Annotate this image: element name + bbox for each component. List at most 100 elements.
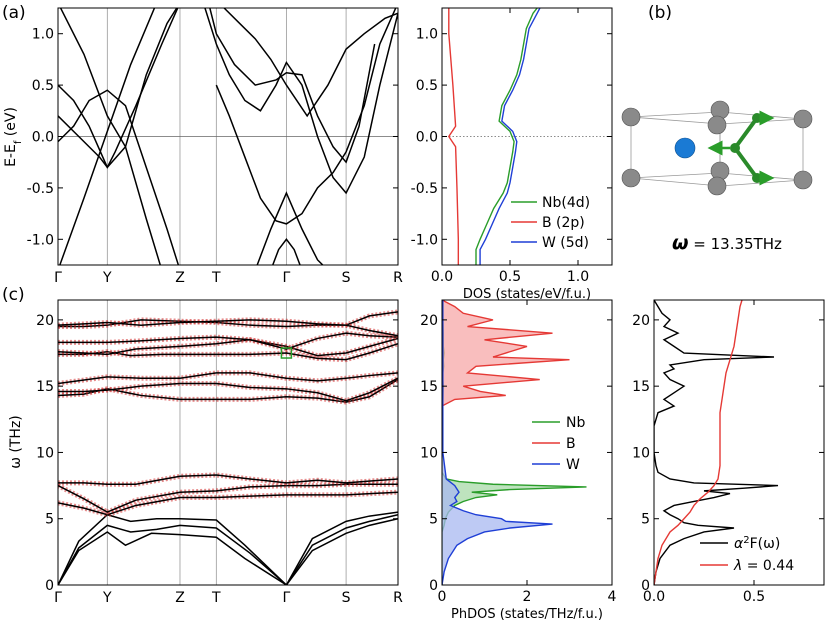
dos-lines xyxy=(447,8,541,265)
y-axis-label: E-Ef (eV) xyxy=(3,107,24,167)
x-tick-label: 0.5 xyxy=(499,269,521,285)
y-tick-label: 0 xyxy=(45,578,54,594)
band-line xyxy=(58,491,398,516)
phonon-dos-chart: 0 2 4 0 5 10 15 20 PhDOS (states/THz/f.u.) Nb BW xyxy=(420,299,617,622)
y-axis-label-sub: f xyxy=(13,140,24,144)
y-tick-label: 0.5 xyxy=(32,78,54,94)
k-point-label: T xyxy=(211,590,221,606)
dos-line xyxy=(475,8,538,265)
panel-label-a: (a) xyxy=(2,3,26,23)
a2f-line xyxy=(654,300,743,585)
legend-label: B (2p) xyxy=(542,215,585,231)
k-point-label: Γ xyxy=(282,590,290,606)
y-tick-label: 10 xyxy=(632,445,650,461)
k-point-label: Γ xyxy=(282,270,290,286)
k-point-label: R xyxy=(393,270,403,286)
band-line xyxy=(58,474,398,486)
x-tick-label: 1.0 xyxy=(567,269,589,285)
y-tick-label: -0.5 xyxy=(27,181,54,197)
y-tick-label: 0 xyxy=(429,578,438,594)
y-tick-label: 1.0 xyxy=(416,27,438,43)
legend-label-main: λ xyxy=(733,558,742,574)
y-axis-label-main: E-E xyxy=(3,144,19,167)
k-point-label: Z xyxy=(175,270,185,286)
gamma-mode-highlight xyxy=(280,347,293,359)
band-line xyxy=(271,238,301,265)
crystal-structure: ω = 13.35THz xyxy=(621,100,813,254)
x-tick-label: 0.0 xyxy=(431,269,453,285)
band-line xyxy=(58,378,398,403)
x-tick-label: 2 xyxy=(523,589,532,605)
y-tick-label: -1.0 xyxy=(27,232,54,248)
band-weight xyxy=(58,330,398,352)
x-axis-label: PhDOS (states/THz/f.u.) xyxy=(451,607,603,622)
x-tick-label: 4 xyxy=(608,589,617,605)
y-tick-label: 0.5 xyxy=(416,78,438,94)
band-line xyxy=(209,8,376,164)
band-line xyxy=(58,8,179,169)
band-line xyxy=(59,8,156,265)
y-tick-label: 0.0 xyxy=(416,130,438,146)
y-tick-label: 15 xyxy=(420,379,438,395)
x-tick-label: 0.0 xyxy=(643,589,665,605)
y-tick-label: 1.0 xyxy=(32,27,54,43)
band-lines xyxy=(58,309,398,585)
band-line xyxy=(256,191,324,265)
legend-label: W (5d) xyxy=(542,235,589,251)
k-point-label: Z xyxy=(175,590,185,606)
nb-atom xyxy=(621,107,641,127)
x-axis-label: DOS (states/eV/f.u.) xyxy=(463,287,591,302)
y-tick-label: 0 xyxy=(641,578,650,594)
y-tick-label: 10 xyxy=(420,445,438,461)
band-line xyxy=(58,89,180,265)
y-tick-label: -0.5 xyxy=(411,181,438,197)
band-line xyxy=(59,8,162,265)
legend-label: α2F(ω) xyxy=(734,535,780,553)
panel-label-c: (c) xyxy=(2,285,25,305)
eliashberg-chart: 0.0 0.5 0 5 10 15 20 α2F(ω) λ = 0.44 xyxy=(632,299,825,605)
legend-label: Nb xyxy=(566,415,585,431)
phonon-dispersion-chart: Γ Y Z T Γ S R 0 5 10 15 20 ω (THz) xyxy=(8,299,403,606)
legend-label-sup: 2 xyxy=(743,535,749,546)
band-line xyxy=(58,332,398,350)
band-line xyxy=(222,8,398,118)
band-line xyxy=(204,8,398,195)
band-line xyxy=(58,517,398,585)
y-tick-label: 5 xyxy=(45,512,54,528)
a2f-line xyxy=(654,300,779,585)
k-point-label: S xyxy=(342,590,351,606)
legend-label: λ = 0.44 xyxy=(733,558,794,574)
band-line xyxy=(58,343,398,361)
b-atom xyxy=(752,173,762,183)
k-point-label: Γ xyxy=(54,270,62,286)
phdos-areas xyxy=(442,300,587,585)
omega-label: ω = 13.35THz xyxy=(672,232,782,254)
nb-atom xyxy=(621,168,641,188)
band-line xyxy=(215,8,397,225)
phonon-arrows xyxy=(707,110,775,186)
b-atom xyxy=(752,113,762,123)
legend-label-rest: F(ω) xyxy=(750,536,781,552)
legend-label: Nb(4d) xyxy=(542,195,590,211)
x-tick-label: 0.5 xyxy=(743,589,765,605)
band-line xyxy=(58,337,398,357)
legend-label-main: α xyxy=(734,536,744,552)
w-atom xyxy=(674,137,696,159)
nb-atoms xyxy=(621,100,813,196)
k-point-label: Y xyxy=(102,590,112,606)
y-tick-label: 20 xyxy=(632,313,650,329)
y-tick-label: 20 xyxy=(36,313,54,329)
k-point-label: T xyxy=(211,270,221,286)
legend-label-rest: = 0.44 xyxy=(742,558,794,574)
dos-line xyxy=(447,8,460,265)
b-atom xyxy=(730,143,740,153)
band-line xyxy=(58,8,178,169)
band-line xyxy=(58,377,398,402)
phdos-line xyxy=(442,300,553,585)
nb-atom xyxy=(707,115,727,135)
axes-frame xyxy=(653,299,825,586)
y-tick-label: 10 xyxy=(36,445,54,461)
band-line xyxy=(58,514,398,585)
y-tick-label: 15 xyxy=(36,379,54,395)
